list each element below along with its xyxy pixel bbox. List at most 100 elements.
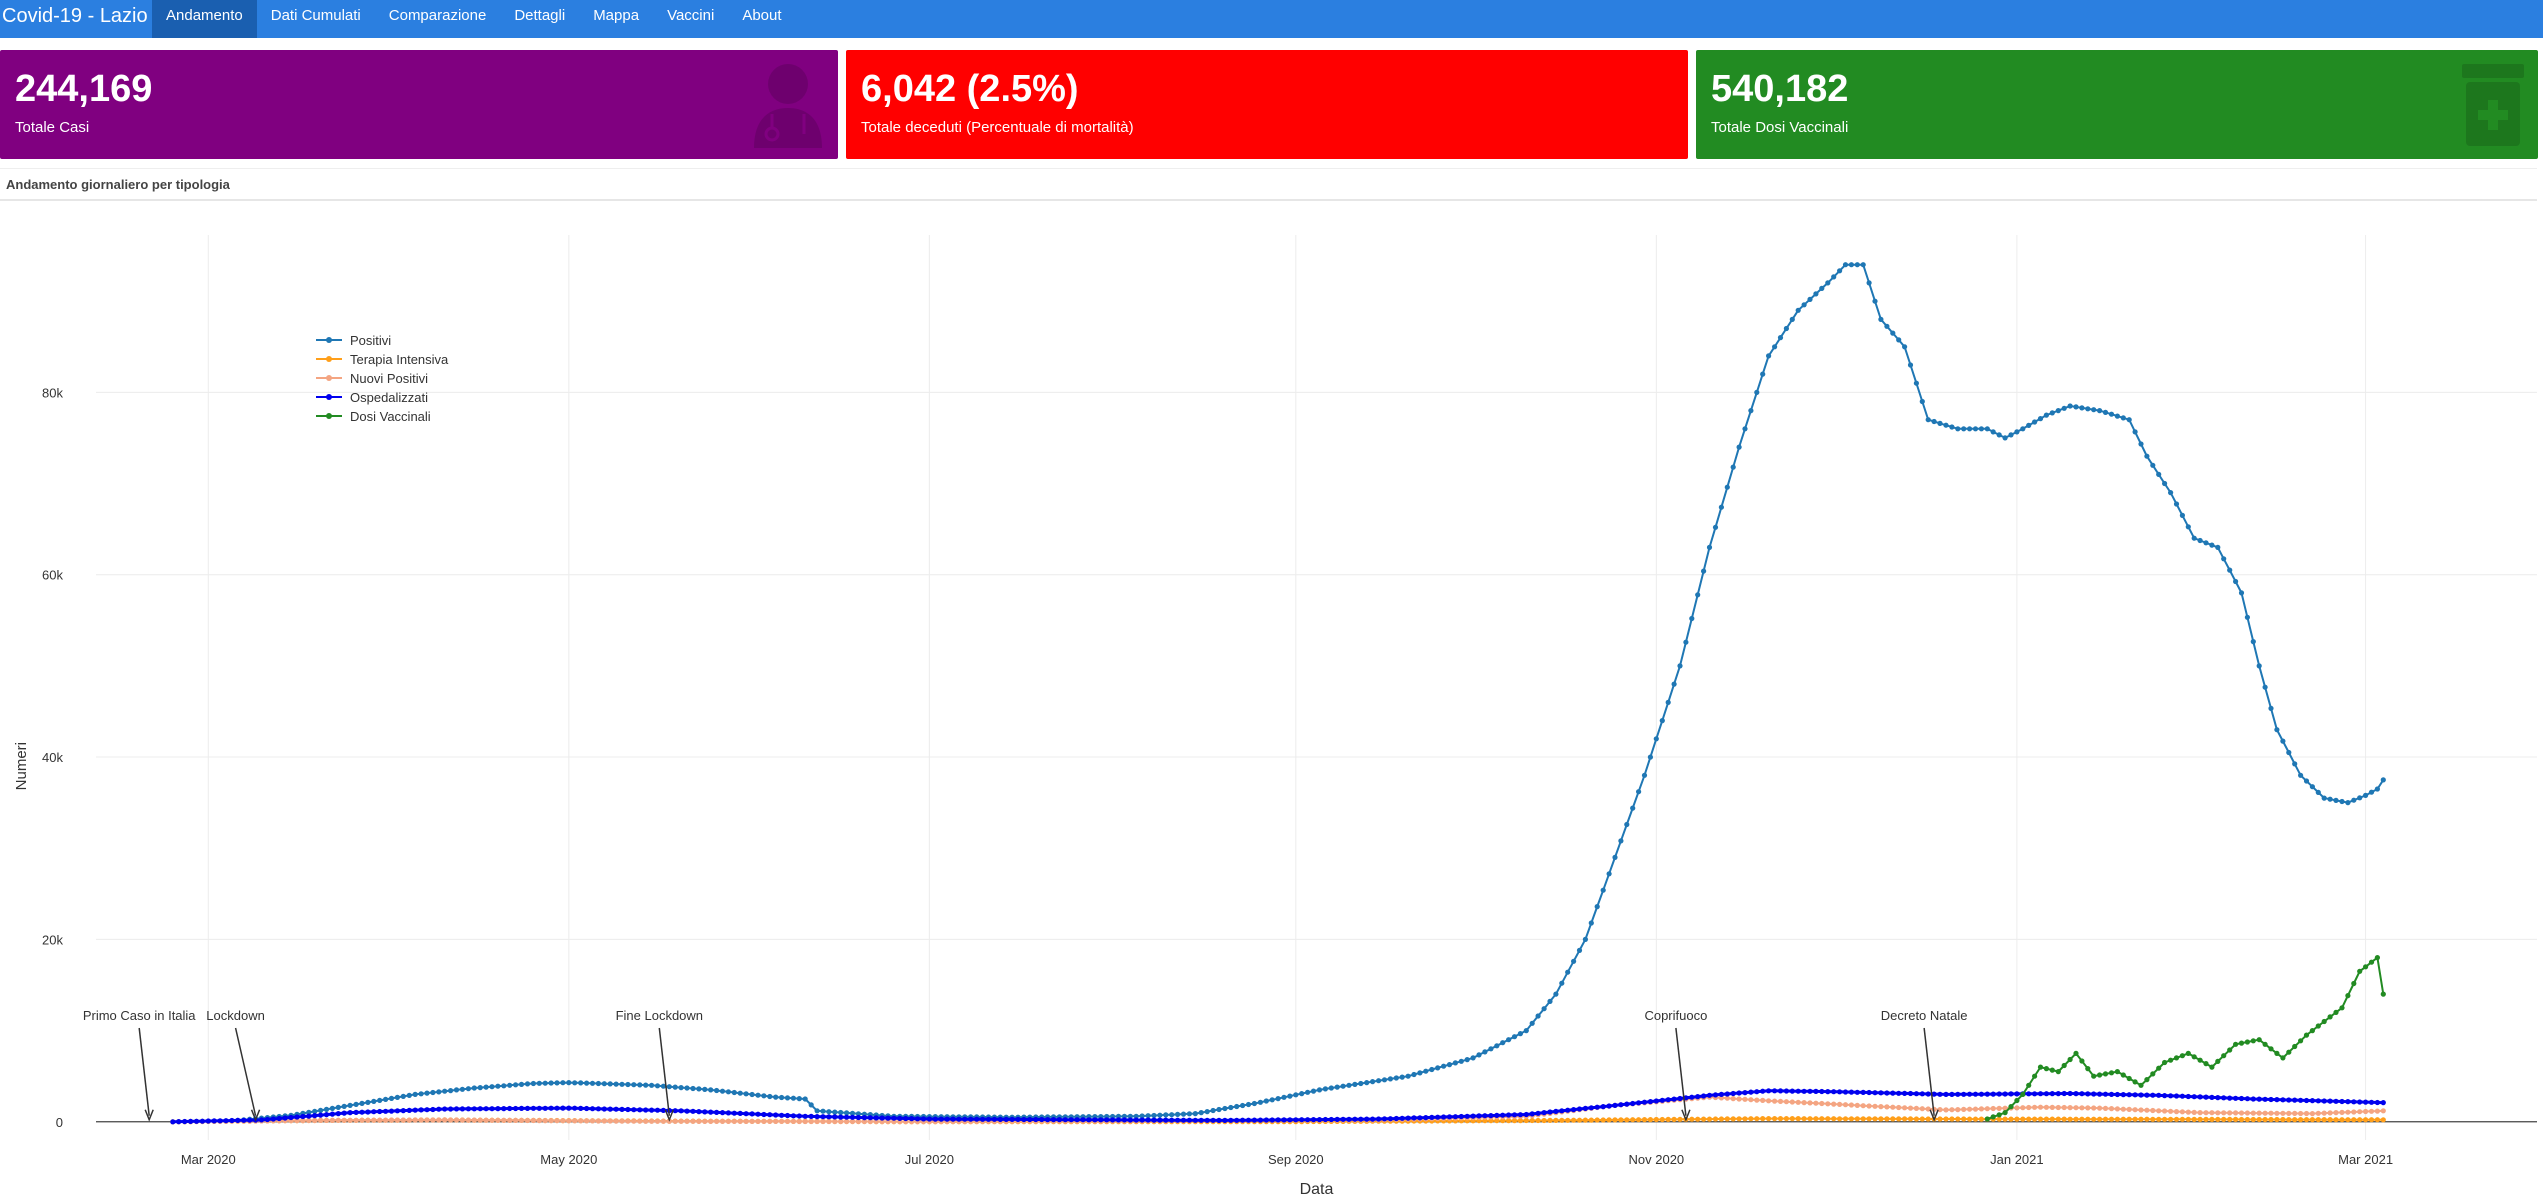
data-point [2002,1116,2008,1122]
data-point [743,1111,749,1117]
data-point [584,1105,590,1112]
data-point [1204,1109,1210,1115]
data-point [1890,1104,1896,1110]
data-point [1092,1117,1098,1123]
total-cases-value: 244,169 [15,68,153,110]
data-point [820,1114,826,1120]
data-point [2043,1066,2049,1072]
annotation-label: Primo Caso in Italia [83,1008,196,1023]
data-point [294,1118,300,1124]
data-point [1606,1117,1612,1123]
data-point [920,1116,927,1122]
nav-item-vaccini[interactable]: Vaccini [667,7,715,24]
data-point [666,1084,672,1090]
data-point [2150,1092,2156,1098]
data-point [1653,1116,1659,1123]
annotation-arrowhead [1929,1109,1939,1122]
data-point [2091,407,2097,413]
data-point [2091,1116,2097,1122]
data-point [2197,1110,2203,1116]
data-point [2008,1104,2014,1110]
data-point [2303,778,2310,784]
data-point [2286,1117,2292,1123]
data-point [2014,1091,2020,1097]
data-point [1145,1117,1151,1123]
data-point [613,1118,619,1124]
data-point [1458,1058,1464,1064]
data-point [601,1118,607,1124]
data-point [2274,1050,2280,1056]
nav-item-mappa[interactable]: Mappa [593,7,640,24]
data-point [1831,1116,1837,1122]
data-point [643,1118,649,1124]
data-point [1050,1117,1057,1123]
nav-menu: Andamento Dati Cumulati Comparazione Det… [152,0,796,38]
data-point [1742,1116,1748,1122]
data-point [950,1116,956,1122]
data-point [2363,1108,2369,1115]
data-point [2061,1104,2067,1111]
series-line-0 [172,263,2385,1123]
data-point [731,1118,737,1124]
legend-swatch-marker [326,356,332,362]
data-point [2327,796,2333,802]
data-point [578,1118,584,1124]
data-point [1080,1117,1086,1123]
data-point [619,1118,625,1124]
data-point [678,1085,684,1091]
data-point [1045,1117,1051,1123]
data-point [1588,1105,1594,1111]
data-point [1937,420,1943,426]
data-point [607,1118,613,1124]
data-point [1192,1117,1198,1123]
data-point [1482,1049,1488,1055]
data-point [489,1106,495,1112]
data-point [2209,1094,2215,1100]
data-point [2321,795,2327,801]
data-point [2037,1064,2044,1070]
data-point [1842,262,1849,268]
data-point [2203,1116,2209,1122]
data-point [2374,1117,2380,1123]
data-point [2203,1094,2209,1100]
app-title[interactable]: Covid-19 - Lazio [2,5,148,27]
data-point [1340,1083,1346,1089]
data-point [1529,1117,1535,1124]
data-point [1464,1113,1470,1119]
nav-item-comparazione[interactable]: Comparazione [388,7,487,24]
data-point [306,1113,312,1119]
nav-item-dettagli[interactable]: Dettagli [514,7,566,24]
data-point [1990,1114,1996,1120]
data-point [1961,1116,1967,1122]
data-point [2227,1110,2233,1116]
data-point [477,1106,483,1112]
data-point [873,1115,879,1121]
data-point [1470,1113,1476,1119]
data-point [406,1107,412,1113]
nav-item-andamento[interactable]: Andamento [152,0,257,38]
data-point [1943,1107,1949,1113]
data-point [329,1105,335,1111]
data-point [2274,727,2280,733]
data-point [1535,1013,1541,1019]
data-point [1949,1091,1955,1097]
data-point [2014,1105,2020,1111]
data-point [1718,504,1724,510]
data-point [1872,1116,1878,1122]
data-point [1671,1096,1677,1102]
data-point [229,1117,235,1124]
data-point [1517,1118,1523,1124]
data-point [2126,417,2132,423]
daily-trend-chart[interactable]: 0 20k 40k 60k 80k Mar 2020 May 2020 Jul 2020 Sep… [0,200,2543,1203]
data-point [1145,1113,1151,1119]
data-point [335,1111,341,1117]
x-tick-label: Jan 2021 [1990,1152,2044,1167]
nav-item-about[interactable]: About [742,7,782,24]
data-point [814,1108,820,1114]
nav-item-dati-cumulati[interactable]: Dati Cumulati [270,7,361,24]
data-point [318,1107,324,1113]
data-point [1972,1091,1979,1097]
data-point [2108,411,2115,417]
data-point [1376,1078,1382,1084]
data-point [471,1085,477,1091]
